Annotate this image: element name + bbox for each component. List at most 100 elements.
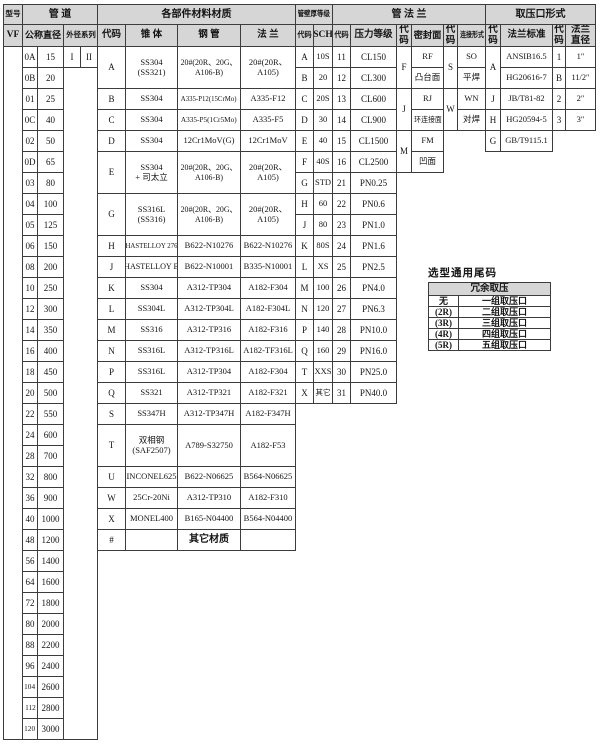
pipe-dn-cell: 2600	[38, 677, 64, 698]
header-cell: 代码	[98, 25, 126, 47]
flange-material-cell: A182-F347H	[241, 404, 296, 425]
header-cell: 压力等级	[351, 25, 397, 47]
conn-form-cell: 对焊	[458, 110, 486, 131]
material-code-cell: N	[98, 341, 126, 362]
sch-value-cell: 20S	[314, 89, 333, 110]
header-table: 型号管 道各部件材料材质 管壁厚等级管 法 兰取压口形式 VF 公称直径 外径系列 代码锥…	[3, 4, 596, 47]
pressure-code-cell: 28	[333, 320, 351, 341]
pressure-value-cell: PN4.0	[351, 278, 397, 299]
pipe-code-cell: 32	[23, 467, 38, 488]
pipe-code-cell: 06	[23, 236, 38, 257]
flange-material-cell: B622-N10276	[241, 236, 296, 257]
od-series-cell: I	[64, 47, 81, 68]
pressure-value-cell: PN25.0	[351, 362, 397, 383]
pipe-code-cell: 0A	[23, 47, 38, 68]
pressure-code-cell: 30	[333, 362, 351, 383]
sch-code-cell: P	[296, 320, 314, 341]
tail-code-cell: 无	[429, 296, 459, 307]
material-code-cell: D	[98, 131, 126, 152]
cone-material-cell: SS304	[126, 278, 178, 299]
steel-pipe-material-cell: A312-TP310	[178, 488, 241, 509]
flange-material-cell: 20#(20R、 A105)	[241, 152, 296, 194]
pipe-dn-cell: 450	[38, 362, 64, 383]
cone-material-cell: SS304 + 司太立	[126, 152, 178, 194]
header-cell: 法兰 直径	[566, 25, 596, 47]
header-cell: 连接形式	[458, 25, 486, 47]
pipe-code-cell: 02	[23, 131, 38, 152]
steel-pipe-material-cell: 20#(20R、20G、 A106-B)	[178, 194, 241, 236]
cone-material-cell: SS304	[126, 89, 178, 110]
pressure-value-cell: CL600	[351, 89, 397, 110]
tail-desc-cell: 一组取压口	[459, 296, 551, 307]
pressure-code-cell: 15	[333, 131, 351, 152]
pressure-value-cell: CL2500	[351, 152, 397, 173]
flange-std-code-cell: A	[486, 47, 501, 89]
conn-form-cell: SO	[458, 47, 486, 68]
header-cell: 密封面	[412, 25, 444, 47]
header-cell: 型号	[4, 5, 23, 25]
pipe-dn-cell: 100	[38, 194, 64, 215]
pipe-dn-cell: 1800	[38, 593, 64, 614]
pressure-value-cell: PN2.5	[351, 257, 397, 278]
flange-material-cell: A182-F310	[241, 488, 296, 509]
pipe-code-cell: 05	[23, 215, 38, 236]
material-code-cell: H	[98, 236, 126, 257]
materials-table: A SS304 (SS321) 20#(20R、20G、 A106-B) 20#(20…	[97, 46, 296, 551]
pressure-code-cell: 12	[333, 68, 351, 89]
pipe-dn-cell: 20	[38, 68, 64, 89]
pipe-code-cell: 22	[23, 404, 38, 425]
header-cell: 代 码	[397, 25, 412, 47]
steel-pipe-material-cell: A312-TP304	[178, 362, 241, 383]
pipe-code-cell: 04	[23, 194, 38, 215]
pipe-dn-cell: 2400	[38, 656, 64, 677]
sch-value-cell: 40S	[314, 152, 333, 173]
steel-pipe-material-cell: A312-TP321	[178, 383, 241, 404]
material-code-cell: S	[98, 404, 126, 425]
steel-pipe-material-cell: 其它材质	[178, 530, 241, 551]
pressure-code-cell: 29	[333, 341, 351, 362]
flange-material-cell: A182-F304	[241, 278, 296, 299]
material-code-cell: E	[98, 152, 126, 194]
pipe-dn-cell: 350	[38, 320, 64, 341]
pressure-value-cell: PN1.6	[351, 236, 397, 257]
flange-std-table: A ANSIB16.5 HG20616-7 J JB/T81-82 H HG20594-5 G…	[485, 46, 553, 152]
flange-std-cell: JB/T81-82	[501, 89, 553, 110]
od-series-merged	[64, 68, 98, 740]
material-code-cell: G	[98, 194, 126, 236]
pipe-code-cell: 104	[23, 677, 38, 698]
steel-pipe-material-cell: B622-N06625	[178, 467, 241, 488]
pipe-code-cell: 56	[23, 551, 38, 572]
conn-code-cell: S	[444, 47, 458, 89]
material-code-cell: J	[98, 257, 126, 278]
pipe-dn-cell: 900	[38, 488, 64, 509]
pipe-dn-cell: 65	[38, 152, 64, 173]
header-cell: 取压口形式	[486, 5, 596, 25]
tail-desc-cell: 五组取压口	[459, 340, 551, 351]
pressure-value-cell: CL150	[351, 47, 397, 68]
sch-value-cell: 40	[314, 131, 333, 152]
pipe-dn-cell: 300	[38, 299, 64, 320]
flange-material-cell: A182-F304L	[241, 299, 296, 320]
seal-face-cell: 环连接面	[412, 110, 444, 131]
sch-code-cell: X	[296, 383, 314, 404]
flange-material-cell: 20#(20R、 A105)	[241, 47, 296, 89]
pipe-dn-cell: 1000	[38, 509, 64, 530]
cone-material-cell: SS321	[126, 383, 178, 404]
sch-value-cell: 80	[314, 215, 333, 236]
cone-material-cell: MONEL400	[126, 509, 178, 530]
pipe-dn-cell: 40	[38, 110, 64, 131]
material-code-cell: Q	[98, 383, 126, 404]
header-cell: 公称直径	[23, 25, 64, 47]
pipe-code-cell: 48	[23, 530, 38, 551]
seal-face-cell: 凸台面	[412, 68, 444, 89]
steel-pipe-material-cell: B165-N04400	[178, 509, 241, 530]
pipe-code-cell: 24	[23, 425, 38, 446]
pressure-value-cell: PN16.0	[351, 341, 397, 362]
pipe-code-cell: 16	[23, 341, 38, 362]
connection-table: S SO 平焊 W WN 对焊	[443, 46, 486, 131]
header-cell: SCH	[314, 25, 333, 47]
sch-code-cell: K	[296, 236, 314, 257]
sch-value-cell: 20	[314, 68, 333, 89]
pressure-code-cell: 14	[333, 110, 351, 131]
